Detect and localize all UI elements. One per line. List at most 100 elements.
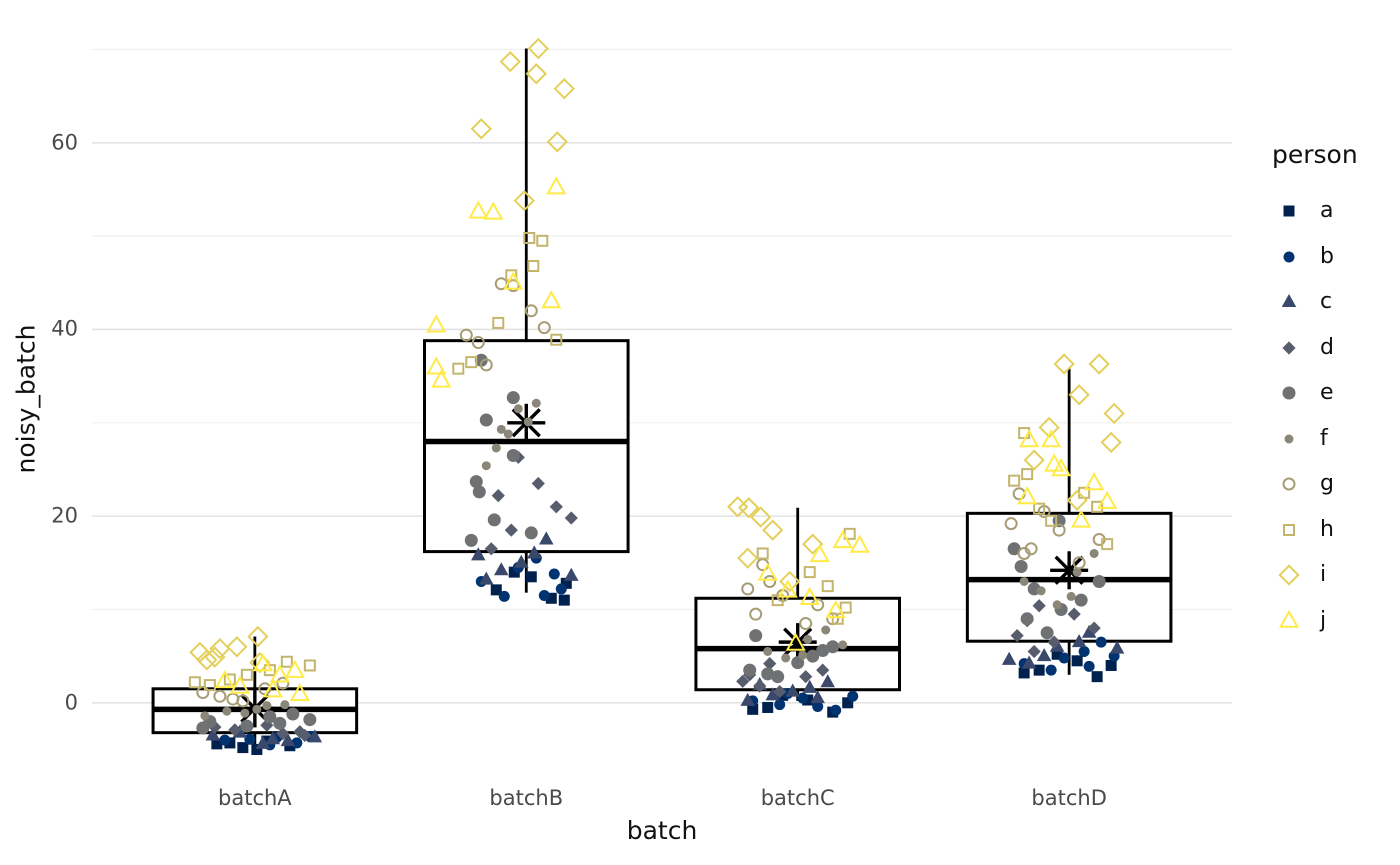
circle-filled-point [847,690,859,702]
triangle-open-point [1041,429,1062,448]
circle-filled-point [280,700,290,710]
diamond-filled-point [293,725,307,739]
square-filled-point [1033,664,1045,676]
circle-filled-point [252,704,262,714]
diamond-filled-point [1067,607,1081,621]
diamond-filled-point [260,718,274,732]
diamond-filled-point [549,500,563,514]
square-open-point [203,679,216,692]
diamond-open-point [750,506,772,528]
circle-open-point [471,336,485,350]
legend-item-f: f [1276,426,1328,452]
diamond-filled-point [816,663,830,677]
circle-filled-point [506,448,520,462]
diamond-filled-point [298,728,312,743]
triangle-filled-point [527,545,542,559]
circle-open-point [213,689,227,703]
triangle-filled-point [810,690,825,704]
square-open-point [803,566,816,579]
circle-open-point [1004,517,1018,531]
circle-open-point [537,321,551,335]
circle-open-point [1282,477,1296,491]
triangle-filled-point [471,547,486,561]
circle-filled-point [496,424,506,434]
triangle-filled-point [765,687,780,701]
triangle-filled-point [205,727,221,741]
circle-filled-point [1283,251,1295,262]
triangle-filled-point [255,735,271,749]
square-open-point [536,234,549,247]
points-batchB [426,37,579,606]
legend-item-i: i [1276,562,1326,588]
legend-item-g: g [1276,471,1334,497]
triangle-open-point [1044,453,1065,472]
diamond-open-point [527,37,549,60]
legend-label-i: i [1320,562,1327,587]
legend-label-b: b [1320,243,1334,269]
circle-filled-point [1036,586,1046,596]
circle-filled-point [469,475,483,489]
triangle-open-point [269,664,290,683]
triangle-open-point [546,176,567,195]
triangle-open-point [1051,458,1072,477]
square-open-point [1101,538,1114,551]
triangle-open-point [799,586,820,606]
circle-filled-point [791,656,805,670]
boxplot-batchB [423,48,630,593]
triangle-open-point [284,659,305,678]
diamond-open-point [196,649,218,671]
diamond-open-point [779,570,801,593]
circle-open-point [1017,546,1031,560]
square-open-point [831,612,844,625]
square-open-point [1008,474,1021,487]
triangle-open-point [1084,472,1105,491]
square-open-point [465,356,478,369]
circle-open-point [741,582,755,596]
circle-filled-point [548,568,560,580]
circle-open-point [1072,556,1086,570]
circle-open-point [196,686,210,700]
circle-filled-point [506,391,520,405]
boxplot-batchC [694,507,902,701]
circle-filled-point [1066,591,1076,601]
diamond-open-point [247,625,269,648]
circle-filled-point [263,710,277,724]
circle-filled-point [1095,636,1107,648]
triangle-open-point [1278,609,1300,628]
circle-open-point [479,358,493,372]
circle-filled-point [803,634,813,644]
triangle-open-point [1019,429,1040,448]
square-open-point [1091,500,1104,513]
diamond-open-point [737,547,759,569]
square-open-point [452,362,465,375]
triangle-filled-point [1071,634,1087,648]
square-open-point [240,668,253,681]
legend-label-c: c [1320,289,1333,314]
diamond-filled-point [504,523,518,537]
points-batchA [188,625,323,755]
circle-filled-point [1014,560,1028,574]
circle-filled-point [1007,542,1021,556]
triangle-open-point [1071,509,1092,528]
triangle-open-point [262,679,283,698]
triangle-open-point [785,632,806,651]
triangle-filled-point [307,729,323,743]
legend-key-i [1278,564,1300,586]
circle-filled-point [812,701,824,713]
diamond-filled-point [763,657,777,671]
circle-filled-point [1072,567,1082,577]
square-open-point [1045,514,1058,527]
diamond-open-point [470,118,492,140]
x-tick-label-batchD: batchD [1031,786,1107,810]
diamond-filled-point [1032,599,1046,613]
triangle-open-point [426,314,447,333]
square-open-point [550,333,563,346]
square-filled-point [237,742,249,754]
legend-key-g [1282,477,1296,491]
triangle-open-point [468,200,489,219]
circle-filled-point [523,417,533,427]
square-open-point [492,316,505,329]
diamond-open-point [762,519,784,541]
triangle-open-point [289,683,310,702]
diamond-filled-point [1027,644,1041,659]
